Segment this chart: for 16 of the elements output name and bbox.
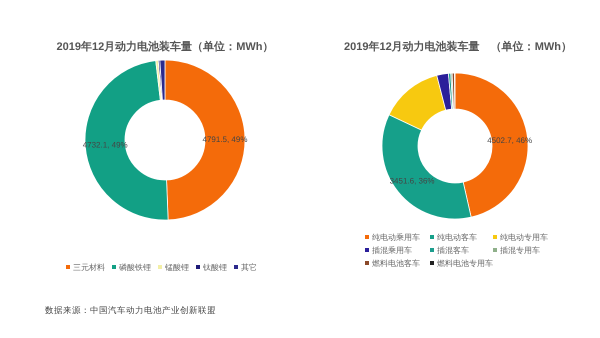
chart-title: 2019年12月动力电池装车量（单位：MWh）: [56, 40, 274, 53]
chart-title: 2019年12月动力电池装车量 （单位：MWh）: [344, 40, 572, 53]
legend-label: 锰酸锂: [164, 263, 189, 272]
legend-label: 其它: [241, 263, 257, 272]
legend-label: 纯电动专用车: [500, 233, 548, 242]
legend-label: 纯电动乘用车: [372, 233, 420, 242]
legend-label: 插混乘用车: [372, 246, 412, 255]
legend-label: 磷酸铁锂: [118, 263, 151, 272]
legend-label: 三元材料: [73, 263, 105, 272]
legend-label: 钛酸锂: [202, 263, 227, 272]
legend-label: 燃料电池专用车: [437, 259, 493, 268]
legend-label: 纯电动客车: [437, 233, 477, 242]
legend-label: 插混专用车: [500, 246, 540, 255]
legend-label: 插混客车: [437, 246, 469, 255]
legend-label: 燃料电池客车: [372, 259, 420, 268]
source-note: 数据来源：中国汽车动力电池产业创新联盟: [45, 305, 216, 315]
